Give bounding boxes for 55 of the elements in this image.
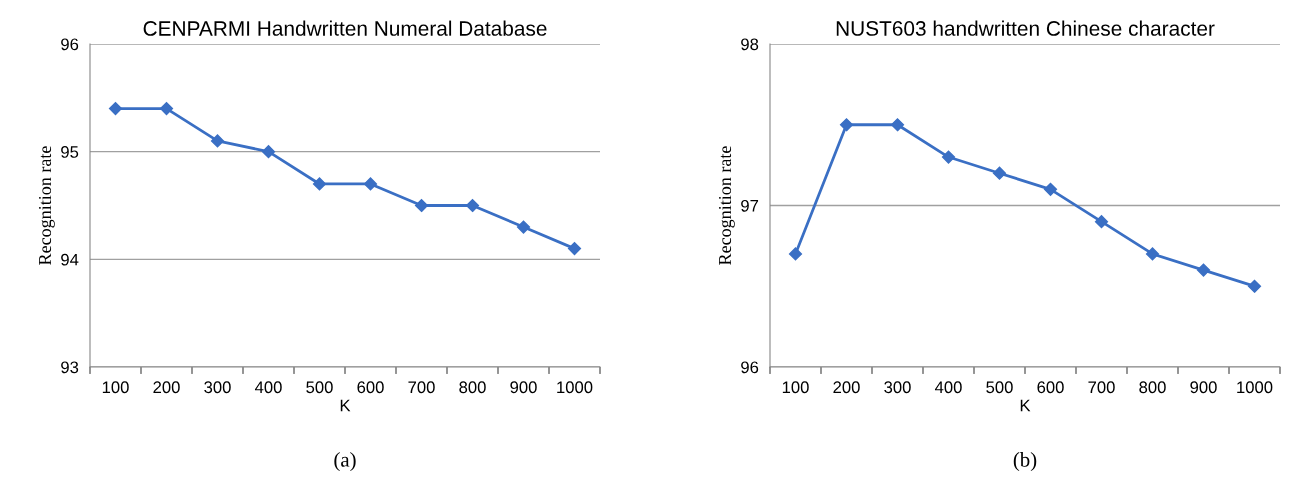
point (567, 241, 582, 256)
point (1094, 215, 1109, 229)
x-axis-title: K (340, 399, 351, 412)
x-tick-label: 100 (782, 381, 809, 394)
x-tick-label: 600 (1037, 381, 1064, 394)
point (261, 145, 276, 159)
chart-title: CENPARMI Handwritten Numeral Database (143, 20, 547, 36)
point (465, 198, 480, 213)
x-tick-label: 1000 (557, 381, 593, 394)
x-tick-label: 800 (1139, 381, 1166, 394)
x-tick-label: 400 (934, 381, 962, 394)
point (788, 247, 803, 261)
x-tick-label: 200 (153, 381, 180, 394)
y-tick-label: 96 (741, 361, 759, 374)
y-tick-label: 97 (741, 199, 759, 212)
x-tick-label: 300 (884, 381, 911, 394)
text: (b) (1013, 452, 1037, 471)
point (312, 177, 327, 191)
point (1196, 263, 1211, 277)
x-tick-label: 500 (306, 381, 333, 394)
point (414, 198, 429, 213)
y-tick-label: 95 (61, 146, 79, 158)
chart-title: NUST603 handwritten Chinese character (836, 20, 1215, 36)
x-tick-label: 800 (459, 381, 486, 394)
x-tick-label: 1000 (1237, 381, 1273, 394)
point (941, 150, 956, 164)
x-tick-label: 700 (408, 381, 435, 394)
point (1145, 247, 1160, 261)
x-tick-label: 100 (102, 381, 129, 394)
y-axis-title: Recognition rate (718, 146, 735, 265)
y-tick-label: 98 (741, 38, 759, 51)
y-tick-label: 94 (61, 253, 79, 266)
point (890, 118, 905, 132)
point (839, 118, 854, 132)
point (363, 177, 378, 191)
y-axis-title: Recognition rate (38, 146, 55, 265)
x-tick-label: 500 (986, 381, 1013, 394)
y-tick-label: 96 (61, 38, 79, 51)
point (210, 134, 225, 148)
point (992, 166, 1007, 180)
point (516, 220, 531, 234)
point (159, 102, 174, 116)
point (108, 102, 123, 116)
point (1043, 182, 1058, 196)
point (1247, 279, 1262, 293)
text: (a) (334, 452, 356, 471)
x-tick-label: 700 (1088, 381, 1115, 394)
x-tick-label: 600 (357, 381, 384, 394)
x-tick-label: 900 (510, 381, 537, 394)
y-tick-label: 93 (61, 361, 79, 374)
x-tick-label: 300 (204, 381, 231, 394)
x-tick-label: 400 (254, 381, 282, 394)
x-axis-title: K (1020, 399, 1031, 412)
x-tick-label: 900 (1190, 381, 1217, 394)
x-tick-label: 200 (833, 381, 860, 394)
